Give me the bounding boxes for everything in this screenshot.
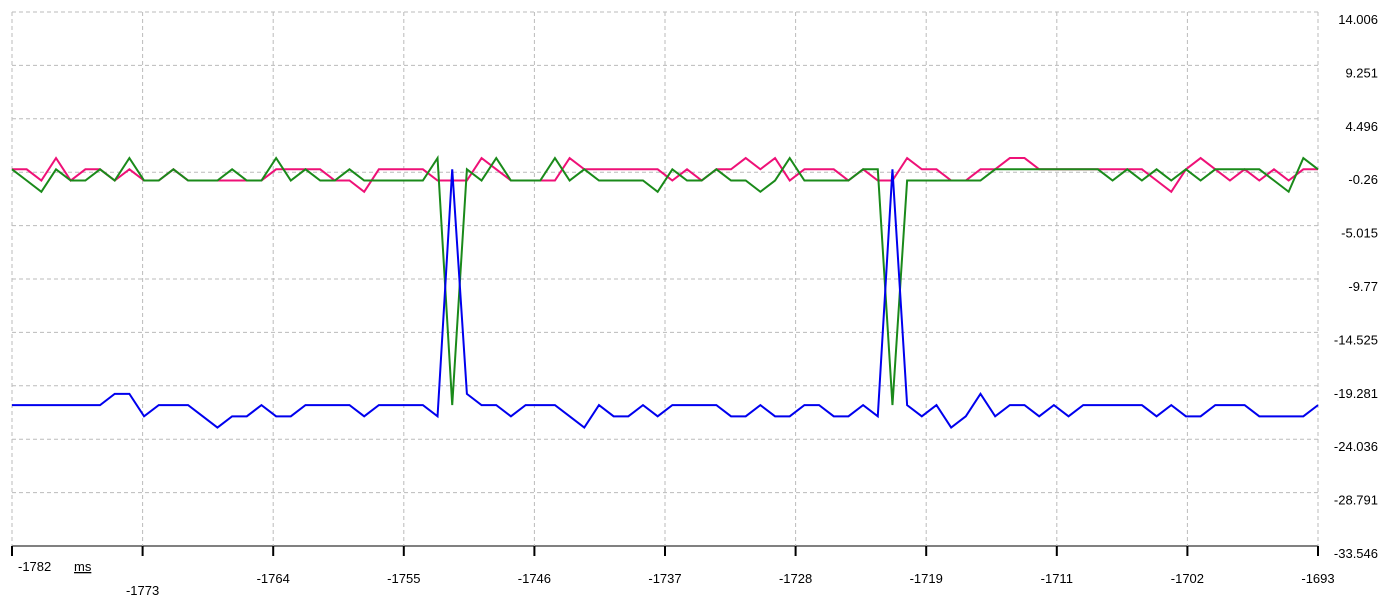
- y-tick-label: -5.015: [1341, 226, 1378, 241]
- series-line: [11, 154, 1319, 406]
- x-tick-label: -1764: [257, 571, 290, 586]
- x-tick-label: -1782: [18, 559, 51, 574]
- x-tick-label: -1773: [126, 583, 159, 598]
- x-tick-label: -1702: [1171, 571, 1204, 586]
- y-tick-label: -14.525: [1334, 332, 1378, 347]
- x-tick-label: -1711: [1041, 571, 1073, 586]
- x-tick-label: -1719: [910, 571, 943, 586]
- x-tick-label: -1693: [1301, 571, 1334, 586]
- y-tick-label: -0.26: [1348, 172, 1378, 187]
- series-line: [12, 156, 1318, 194]
- x-tick-label: -1755: [387, 571, 420, 586]
- x-tick-label: -1746: [518, 571, 551, 586]
- y-tick-label: -9.77: [1348, 279, 1378, 294]
- y-tick-label: -19.281: [1334, 386, 1378, 401]
- x-unit: ms: [74, 559, 92, 574]
- y-tick-label: -24.036: [1334, 439, 1378, 454]
- y-tick-label: 14.006: [1338, 12, 1378, 27]
- x-tick-label: -1728: [779, 571, 812, 586]
- y-tick-label: -33.546: [1334, 546, 1378, 561]
- y-tick-label: 4.496: [1345, 119, 1378, 134]
- x-tick-label: -1737: [648, 571, 681, 586]
- y-tick-label: 9.251: [1345, 65, 1378, 80]
- y-tick-label: -28.791: [1334, 493, 1378, 508]
- series-line: [12, 169, 1319, 430]
